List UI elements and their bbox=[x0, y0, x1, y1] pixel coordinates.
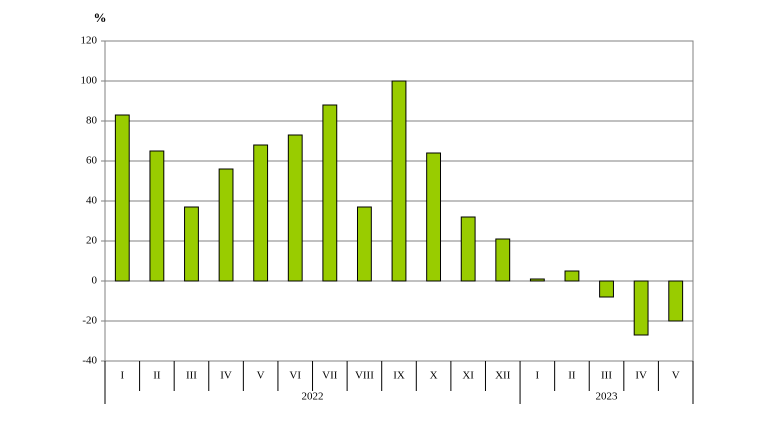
x-tick-label: IV bbox=[220, 370, 232, 382]
x-tick-label: IV bbox=[635, 370, 647, 382]
x-tick-label: X bbox=[430, 370, 438, 382]
y-tick-label: 100 bbox=[81, 75, 98, 87]
bar bbox=[668, 280, 684, 322]
bar bbox=[218, 168, 234, 282]
x-tick-label: VI bbox=[289, 370, 301, 382]
bar bbox=[495, 238, 511, 282]
x-tick-label: I bbox=[120, 370, 124, 382]
y-tick-label: -20 bbox=[82, 315, 97, 327]
group-label: 2022 bbox=[302, 391, 324, 403]
bar bbox=[529, 278, 545, 282]
bar bbox=[184, 206, 199, 282]
bar bbox=[253, 144, 269, 282]
y-tick-label: 40 bbox=[86, 195, 98, 207]
y-tick-label: -40 bbox=[82, 355, 97, 367]
y-tick-label: 120 bbox=[81, 35, 98, 47]
x-tick-label: III bbox=[601, 370, 612, 382]
bar bbox=[460, 216, 476, 282]
group-label: 2023 bbox=[596, 391, 619, 403]
x-tick-label: IX bbox=[393, 370, 405, 382]
y-tick-label: 60 bbox=[86, 155, 98, 167]
x-tick-label: II bbox=[568, 370, 576, 382]
x-tick-label: XII bbox=[495, 370, 511, 382]
bar bbox=[633, 280, 649, 336]
bar bbox=[114, 114, 130, 282]
y-axis-label: % bbox=[94, 10, 107, 25]
x-tick-label: III bbox=[186, 370, 197, 382]
bar bbox=[149, 150, 165, 282]
bar bbox=[322, 104, 338, 282]
bar bbox=[287, 134, 303, 282]
x-tick-label: II bbox=[153, 370, 161, 382]
x-tick-label: I bbox=[536, 370, 540, 382]
x-tick-label: VIII bbox=[355, 370, 374, 382]
bar bbox=[391, 80, 407, 282]
x-tick-label: V bbox=[257, 370, 265, 382]
bar bbox=[564, 270, 580, 282]
x-tick-label: VII bbox=[322, 370, 338, 382]
x-tick-label: V bbox=[672, 370, 680, 382]
bar bbox=[426, 152, 442, 282]
y-tick-label: 80 bbox=[86, 115, 98, 127]
y-tick-label: 20 bbox=[86, 235, 98, 247]
x-tick-label: XI bbox=[462, 370, 474, 382]
bar bbox=[356, 206, 372, 282]
bar bbox=[599, 280, 614, 298]
y-tick-label: 0 bbox=[92, 275, 98, 287]
